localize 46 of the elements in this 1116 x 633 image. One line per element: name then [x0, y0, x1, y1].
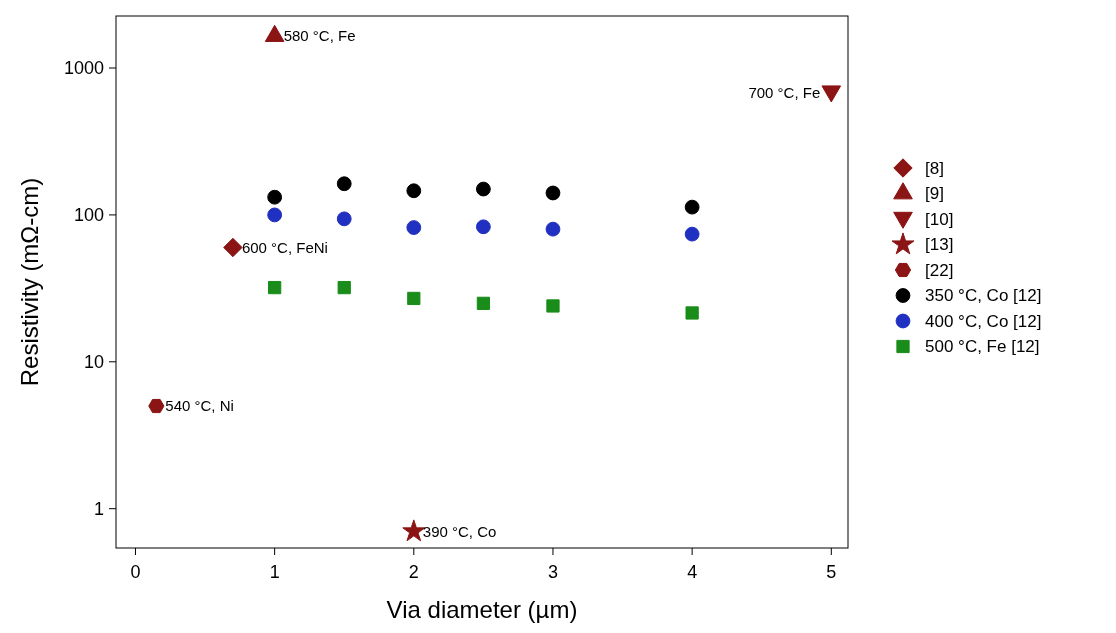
point — [406, 183, 422, 199]
point — [545, 221, 561, 237]
y-tick-label: 100 — [73, 205, 104, 226]
point — [268, 280, 282, 295]
x-tick-label: 0 — [130, 562, 141, 582]
y-tick-label: 1 — [93, 498, 104, 519]
x-axis-title: Via diameter (µm) — [386, 596, 578, 623]
point — [545, 185, 561, 201]
point — [476, 296, 491, 310]
x-tick-label: 1 — [269, 562, 280, 582]
legend-label: [13] — [925, 235, 954, 255]
y-tick-label: 10 — [83, 352, 104, 373]
annotation: 700 °C, Fe — [748, 83, 821, 101]
legend-label: [22] — [925, 260, 954, 280]
x-tick-label: 4 — [687, 562, 698, 582]
annotation: 540 °C, Ni — [165, 397, 234, 415]
point — [821, 85, 842, 103]
point — [407, 291, 421, 306]
point — [475, 181, 491, 197]
point — [475, 219, 491, 235]
y-axis-title: Resistivity (mΩ-cm) — [16, 177, 43, 387]
legend-label: 500 °C, Fe [12] — [925, 337, 1040, 357]
point — [336, 211, 352, 227]
annotation: 390 °C, Co — [422, 522, 497, 540]
y-tick-label: 1000 — [63, 58, 104, 79]
legend-label: [8] — [925, 158, 944, 178]
point — [546, 299, 560, 313]
point — [267, 207, 283, 223]
x-tick-label: 5 — [826, 562, 837, 582]
legend-label: [9] — [925, 184, 944, 204]
point — [685, 306, 699, 320]
x-tick-label: 2 — [408, 562, 419, 582]
point — [336, 176, 352, 192]
legend-label: 400 °C, Co [12] — [925, 311, 1042, 331]
point — [337, 280, 351, 295]
x-tick-label: 3 — [547, 562, 558, 582]
legend-label: [10] — [925, 209, 954, 229]
point — [684, 226, 700, 242]
legend-label: 350 °C, Co [12] — [925, 286, 1042, 306]
point — [684, 199, 700, 215]
annotation: 580 °C, Fe — [283, 27, 356, 45]
point — [148, 398, 165, 414]
annotation: 600 °C, FeNi — [241, 238, 328, 256]
point — [223, 237, 243, 258]
point — [267, 189, 283, 205]
point — [406, 220, 422, 235]
